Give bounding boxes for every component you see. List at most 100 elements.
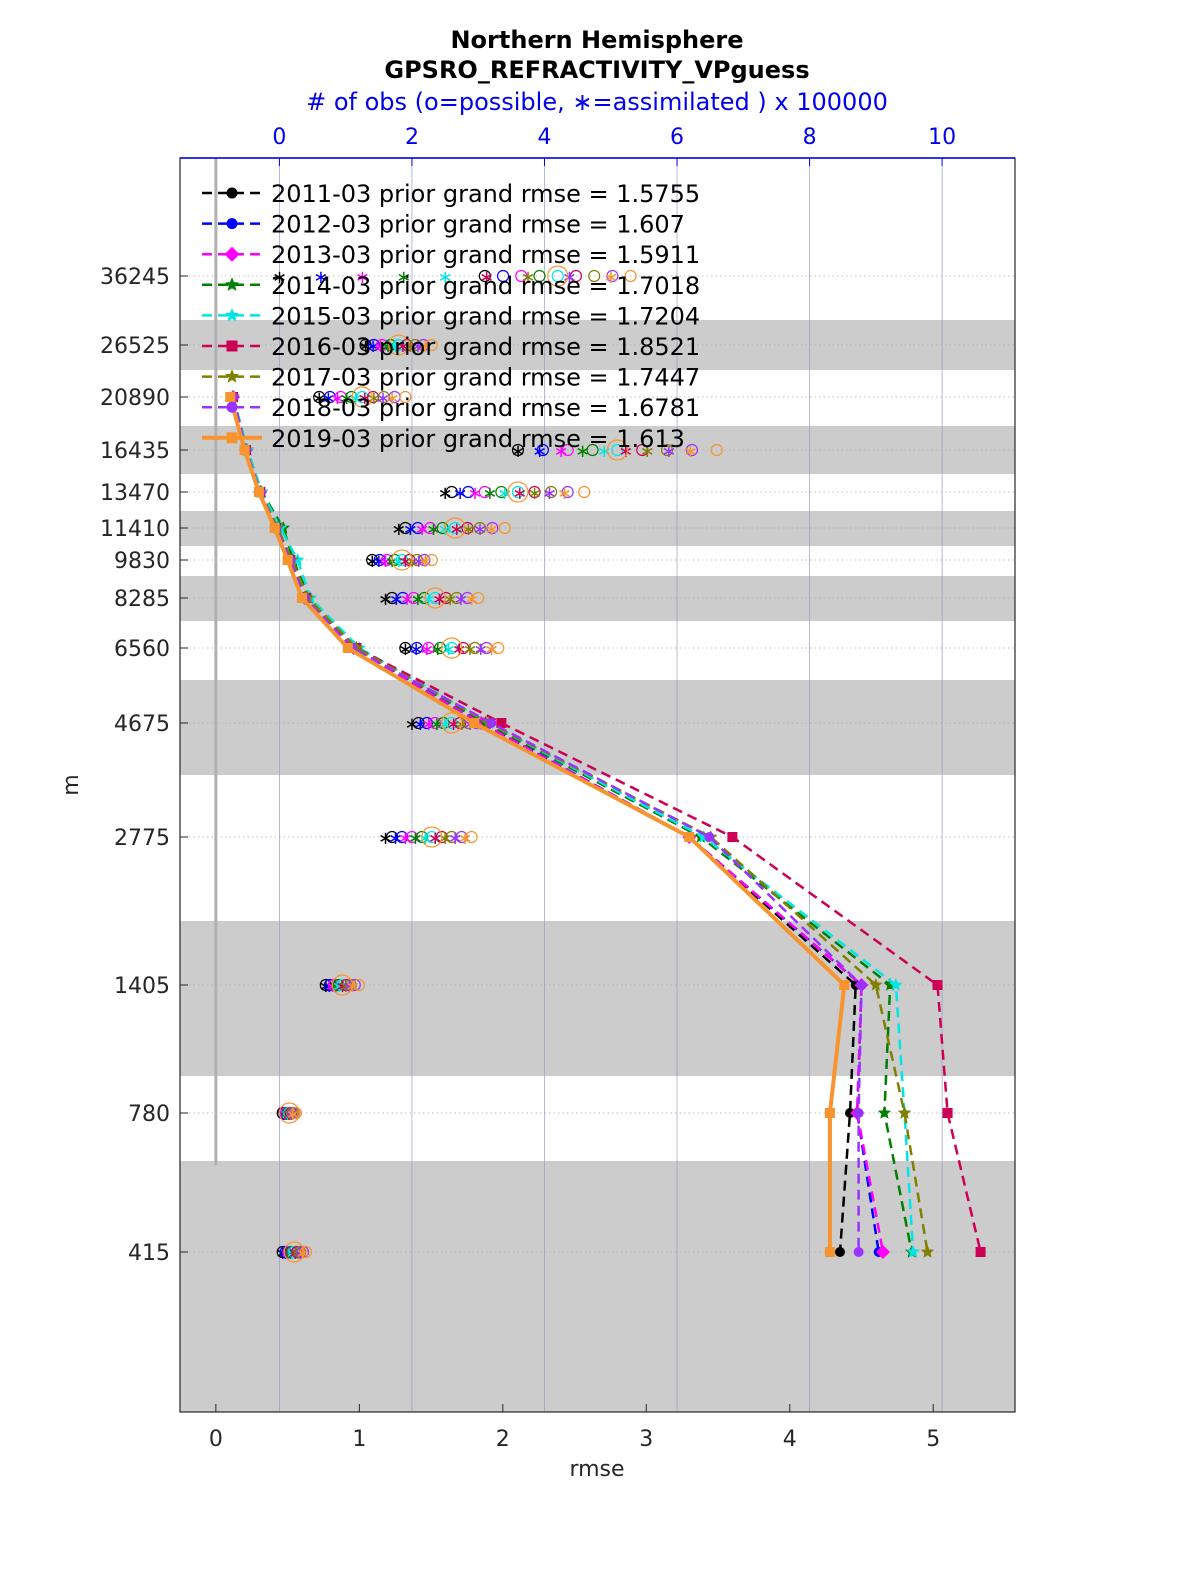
top-axis-label: # of obs (o=possible, ∗=assimilated ) x … [306, 88, 888, 116]
obs-assimilated-9-0: ∗ [404, 714, 419, 735]
obs-assimilated-2-1: ∗ [321, 388, 336, 409]
y-tick-label-5: 11410 [100, 517, 170, 542]
obs-assimilated-6-7: ∗ [411, 551, 426, 572]
obs-assimilated-3-0: ∗ [510, 441, 525, 462]
top-axis: 0 2 4 6 8 10 [272, 125, 956, 166]
obs-assimilated-9-2: ∗ [421, 714, 436, 735]
legend-marker-8 [226, 432, 238, 444]
obs-possible-9-0 [412, 716, 425, 730]
y-tick-label-2: 20890 [100, 386, 170, 411]
obs-possible-4-7 [561, 485, 574, 499]
obs-possible-7-8 [472, 591, 485, 605]
obs-assimilated-2-7: ∗ [375, 388, 390, 409]
obs-possible-10-6 [445, 830, 458, 844]
obs-possible-0-1 [496, 269, 510, 283]
obs-assimilated-0-2: ∗ [355, 267, 370, 288]
obs-assimilated-1-8: ∗ [418, 336, 433, 357]
obs-assimilated-4-5: ∗ [512, 483, 527, 504]
legend-marker-4 [224, 307, 240, 322]
obs-assimilated-8-1: ∗ [409, 639, 424, 660]
chart-subtitle: GPSRO_REFRACTIVITY_VPguess [384, 56, 809, 84]
obs-possible-4-1 [462, 485, 475, 499]
obs-possible-5-3 [436, 521, 449, 535]
obs-possible-4-8 [578, 485, 591, 499]
obs-assimilated-0-0: ∗ [272, 267, 287, 288]
obs-assimilated-3-3: ∗ [575, 441, 590, 462]
obs-possible-1-4 [392, 338, 405, 352]
obs-assimilated-5-5: ∗ [449, 519, 464, 540]
grey-bands [180, 320, 1015, 1412]
obs-highlight-7 [424, 587, 446, 609]
series-point-6-9 [869, 978, 883, 991]
legend-marker-2 [224, 246, 240, 262]
obs-assimilated-2-2: ∗ [330, 388, 345, 409]
obs-assimilated-0-1: ∗ [313, 267, 328, 288]
series-point-5-10 [942, 1108, 953, 1118]
obs-possible-0-7 [606, 269, 619, 283]
obs-possible-10-2 [405, 830, 419, 844]
obs-possible-3-3 [586, 443, 599, 457]
rmse-series [225, 390, 986, 1259]
chart-title: Northern Hemisphere [450, 26, 743, 54]
series-point-8-2 [253, 487, 264, 497]
legend-label-8: 2019-03 prior grand rmse = 1.613 [271, 425, 685, 453]
y-tick-label-0: 36245 [100, 265, 170, 290]
top-tick-label-0: 0 [272, 125, 286, 150]
obs-possible-11-7 [348, 978, 361, 992]
obs-assimilated-0-4: ∗ [438, 267, 453, 288]
legend-item-6: 2017-03 prior grand rmse = 1.7447 [202, 364, 700, 392]
top-tick-label-5: 10 [928, 125, 956, 150]
y-tick-label-8: 6560 [114, 637, 170, 662]
obs-possible-13-8 [299, 1245, 313, 1259]
y-axis-label: m [59, 774, 84, 795]
series-8 [225, 392, 850, 1257]
obs-possible-5-4 [448, 521, 462, 535]
obs-possible-1-7 [417, 338, 430, 352]
obs-highlight-3 [606, 439, 628, 461]
obs-possible-4-0 [445, 485, 458, 499]
series-line-6 [231, 396, 929, 1253]
obs-assimilated-3-6: ∗ [640, 441, 655, 462]
top-tick-label-2: 4 [537, 125, 551, 150]
x-tick-label-0: 0 [209, 1427, 223, 1452]
obs-assimilated-13-8: ∗ [295, 1243, 310, 1264]
obs-possible-1-6 [409, 338, 422, 352]
obs-assimilated-8-8: ∗ [484, 639, 499, 660]
obs-possible-0-8 [624, 269, 637, 283]
obs-assimilated-8-0: ∗ [398, 639, 413, 660]
obs-assimilated-5-7: ∗ [472, 519, 487, 540]
obs-assimilated-6-2: ∗ [378, 551, 393, 572]
obs-possible-0-5 [569, 269, 583, 283]
grey-band-4 [180, 680, 1015, 775]
y-tick-label-3: 16435 [100, 439, 170, 464]
legend-marker-0 [226, 187, 238, 199]
obs-assimilated-4-0: ∗ [438, 483, 453, 504]
obs-assimilated-10-4: ∗ [418, 828, 433, 849]
y-tick-label-13: 415 [128, 1241, 170, 1266]
obs-assimilated-9-3: ∗ [429, 714, 444, 735]
grey-band-6 [180, 1161, 1015, 1412]
obs-assimilated-2-8: ∗ [385, 388, 400, 409]
legend: 2011-03 prior grand rmse = 1.5755 2012-03… [202, 180, 700, 453]
obs-possible-4-2 [478, 485, 491, 499]
obs-assimilated-10-8: ∗ [457, 828, 472, 849]
obs-possible-0-4 [551, 269, 564, 283]
x-axis: 0 1 2 3 4 5 [209, 1404, 940, 1452]
obs-possible-4-4 [511, 485, 525, 499]
grid-lines [180, 158, 1015, 1412]
obs-possible-4-5 [528, 485, 541, 499]
series-point-8-8 [684, 832, 695, 842]
obs-assimilated-11-3: ∗ [328, 976, 343, 997]
obs-assimilated-0-8: ∗ [603, 267, 618, 288]
obs-assimilated-5-8: ∗ [484, 519, 499, 540]
legend-item-3: 2014-03 prior grand rmse = 1.7018 [202, 272, 700, 300]
y-tick-label-10: 2775 [114, 826, 170, 851]
obs-assimilated-11-7: ∗ [341, 976, 356, 997]
obs-assimilated-5-1: ∗ [403, 519, 418, 540]
series-point-4-11 [906, 1245, 920, 1258]
obs-possible-5-7 [486, 521, 499, 535]
obs-assimilated-1-7: ∗ [410, 336, 425, 357]
obs-possible-3-7 [685, 443, 699, 457]
obs-assimilated-6-8: ∗ [418, 551, 433, 572]
x-tick-label-4: 4 [783, 1427, 797, 1452]
